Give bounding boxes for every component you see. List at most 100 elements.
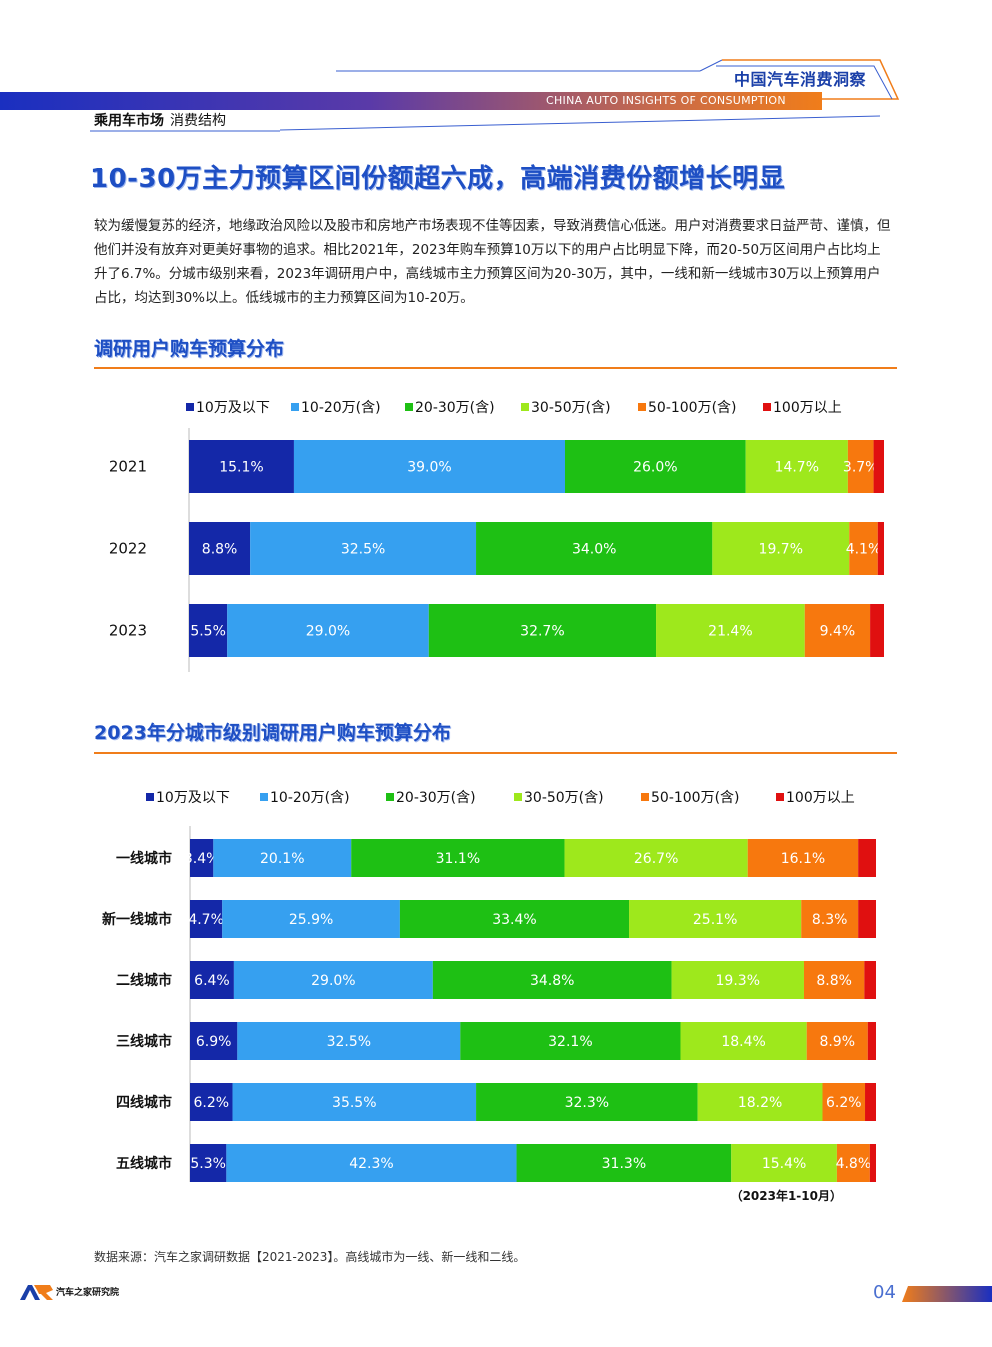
data-label: 31.1% [436,851,480,867]
section-bold: 乘用车市场 [94,113,164,129]
data-label: 4.7% [188,912,224,928]
data-label: 32.7% [520,624,564,640]
category-label: 一线城市 [116,850,172,867]
bar-segment [849,522,878,575]
page-number-band [902,1286,992,1302]
bar-segment [189,522,251,575]
category-label: 四线城市 [116,1094,172,1111]
chart2-title: 2023年分城市级别调研用户购车预算分布 [94,722,451,744]
data-label: 31.3% [602,1156,646,1172]
legend-swatch [641,793,649,801]
data-label: 29.0% [311,973,355,989]
legend-swatch [405,403,413,411]
data-label: 6.2% [826,1095,862,1111]
bar-segment [190,839,214,877]
data-label: 25.1% [693,912,737,928]
bar-segment [697,1083,823,1121]
data-label: 8.3% [812,912,848,928]
data-label: 35.5% [332,1095,376,1111]
bar-segment [858,900,876,938]
data-label: 33.4% [492,912,536,928]
category-label: 2021 [109,458,147,476]
bar-segment [564,839,748,877]
bar-segment [250,522,477,575]
legend-swatch [521,403,529,411]
bar-segment [351,839,565,877]
bar-segment [867,1022,876,1060]
category-label: 新一线城市 [102,911,172,928]
header-gradient-band [0,92,822,110]
bar-segment [858,839,876,877]
bar-segment [731,1144,837,1182]
chart1-title: 调研用户购车预算分布 [94,338,285,360]
legend-label: 10-20万(含) [301,400,381,416]
bar-segment [293,440,565,493]
chart2-note: （2023年1-10月） [730,1189,842,1203]
bar-segment [806,1022,868,1060]
bar-segment [476,522,713,575]
bar-segment [671,961,804,999]
legend-label: 100万以上 [786,790,855,806]
data-label: 21.4% [708,624,752,640]
legend-label: 10-20万(含) [270,790,350,806]
section-rest: 消费结构 [170,113,226,129]
data-label: 19.7% [759,542,803,558]
bar-segment [873,440,884,493]
legend-swatch [386,793,394,801]
data-label: 3.7% [843,460,879,476]
section-label: 乘用车市场 消费结构 [94,110,226,130]
data-label: 8.8% [816,973,852,989]
data-label: 5.5% [190,624,226,640]
category-label: 2023 [109,622,147,640]
category-label: 二线城市 [116,972,172,989]
data-label: 25.9% [289,912,333,928]
bar-segment [847,440,874,493]
logo-text: 汽车之家研究院 [56,1288,120,1298]
legend: 10万及以下 10-20万(含) 20-30万(含) 30-50万(含) 50-100万… [186,400,842,416]
data-label: 39.0% [407,460,451,476]
bar-segment [836,1144,870,1182]
legend-swatch [146,793,154,801]
header-decoration [0,59,900,132]
category-label: 五线城市 [116,1155,172,1172]
bar-segment [801,900,859,938]
bar-segment [476,1083,698,1121]
bar-segment [189,440,294,493]
bar-segment [822,1083,866,1121]
bar-segment [870,604,884,657]
data-label: 34.0% [572,542,616,558]
data-label: 42.3% [349,1156,393,1172]
bar-segment [877,522,884,575]
bar-segment [213,839,352,877]
data-label: 34.8% [530,973,574,989]
bar-segment [190,1022,238,1060]
data-label: 16.1% [781,851,825,867]
legend-swatch [514,793,522,801]
bar-segment [865,1083,876,1121]
bar-segment [190,900,223,938]
data-label: 32.5% [327,1034,371,1050]
legend-label: 50-100万(含) [651,790,740,806]
data-label: 15.4% [762,1156,806,1172]
bar-segment [190,1083,233,1121]
legend-swatch [260,793,268,801]
bar-segment [564,440,746,493]
bar-segment [460,1022,681,1060]
legend-swatch [638,403,646,411]
data-source: 数据来源：汽车之家调研数据【2021-2023】。高线城市为一线、新一线和二线。 [94,1250,526,1264]
legend-label: 30-50万(含) [531,400,611,416]
legend-label: 100万以上 [773,400,842,416]
page-title: 10-30万主力预算区间份额超六成，高端消费份额增长明显 [90,164,786,194]
bar-segment [656,604,805,657]
chart2-svg: 10万及以下 10-20万(含) 20-30万(含) 30-50万(含) 50-100万… [102,790,876,1182]
data-label: 20.1% [260,851,304,867]
data-label: 29.0% [306,624,350,640]
data-label: 26.0% [633,460,677,476]
bar-segment [432,961,672,999]
data-label: 18.2% [738,1095,782,1111]
intro-paragraph: 较为缓慢复苏的经济，地缘政治风险以及股市和房地产市场表现不佳等因素，导致消费信心… [94,218,891,306]
bar-segment [745,440,848,493]
legend-label: 20-30万(含) [396,790,476,806]
data-label: 26.7% [634,851,678,867]
data-label: 8.9% [819,1034,855,1050]
